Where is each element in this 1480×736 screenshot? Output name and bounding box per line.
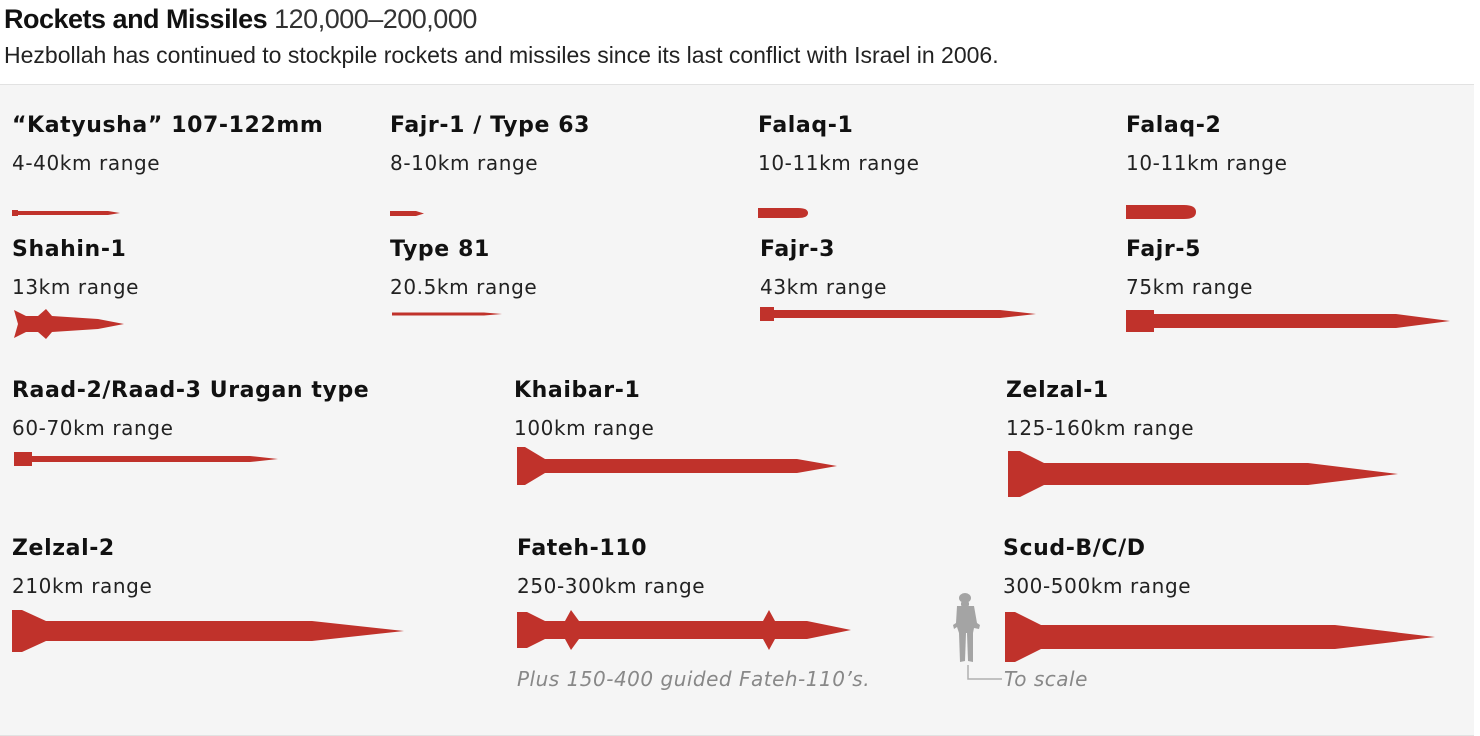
header: Rockets and Missiles 120,000–200,000 Hez…: [4, 2, 999, 70]
rocket-range: 13km range: [12, 275, 140, 299]
shahin-1-rocket-icon: [14, 309, 124, 339]
zelzal-1-rocket-icon: [1008, 451, 1398, 497]
rocket-range: 75km range: [1126, 275, 1254, 299]
rocket-range: 43km range: [760, 275, 888, 299]
rocket-name: Scud-B/C/D: [1003, 536, 1146, 561]
rocket-name: Falaq-1: [758, 113, 854, 138]
scale-note: To scale: [1004, 667, 1088, 691]
rocket-name: Zelzal-2: [12, 536, 115, 561]
raad-rocket-icon: [14, 452, 278, 466]
rocket-range: 250-300km range: [517, 574, 706, 598]
rocket-name: Fajr-5: [1126, 237, 1202, 262]
soldier-silhouette-icon: [953, 593, 980, 662]
scud-rocket-icon: [1005, 612, 1435, 662]
title-count: 120,000–200,000: [274, 4, 477, 34]
khaibar-1-rocket-icon: [517, 447, 837, 485]
rocket-range: 4-40km range: [12, 151, 161, 175]
fajr-3-rocket-icon: [760, 307, 1036, 321]
rocket-range: 10-11km range: [1126, 151, 1288, 175]
rocket-range: 100km range: [514, 416, 655, 440]
page-title: Rockets and Missiles 120,000–200,000: [4, 2, 999, 36]
rocket-name: Raad-2/Raad-3 Uragan type: [12, 378, 370, 403]
page-subtitle: Hezbollah has continued to stockpile roc…: [4, 42, 999, 68]
rocket-name: Zelzal-1: [1006, 378, 1109, 403]
rocket-name: Fajr-1 / Type 63: [390, 113, 591, 138]
rocket-name: “Katyusha” 107-122mm: [12, 113, 324, 138]
rockets-panel: “Katyusha” 107-122mm 4-40km range Fajr-1…: [0, 84, 1474, 736]
scale-connector-line: [967, 665, 1002, 680]
katyusha-rocket-icon: [12, 210, 120, 216]
rocket-range: 8-10km range: [390, 151, 539, 175]
rocket-range: 20.5km range: [390, 275, 538, 299]
title-text: Rockets and Missiles: [4, 4, 268, 34]
falaq-2-rocket-icon: [1126, 205, 1196, 219]
rocket-name: Falaq-2: [1126, 113, 1222, 138]
rocket-name: Fajr-3: [760, 237, 836, 262]
rocket-range: 125-160km range: [1006, 416, 1195, 440]
type-81-rocket-icon: [392, 312, 502, 316]
fateh-110-rocket-icon: [517, 610, 851, 650]
falaq-1-rocket-icon: [758, 208, 808, 218]
rocket-range: 60-70km range: [12, 416, 174, 440]
fajr-5-rocket-icon: [1126, 310, 1450, 332]
rocket-name: Khaibar-1: [514, 378, 641, 403]
rocket-range: 210km range: [12, 574, 153, 598]
fateh-note: Plus 150-400 guided Fateh-110’s.: [517, 667, 871, 691]
fajr-1-rocket-icon: [390, 211, 424, 216]
rocket-range: 300-500km range: [1003, 574, 1192, 598]
zelzal-2-rocket-icon: [12, 610, 404, 652]
rocket-name: Type 81: [390, 237, 490, 262]
rocket-range: 10-11km range: [758, 151, 920, 175]
rocket-name: Fateh-110: [517, 536, 648, 561]
rocket-name: Shahin-1: [12, 237, 127, 262]
